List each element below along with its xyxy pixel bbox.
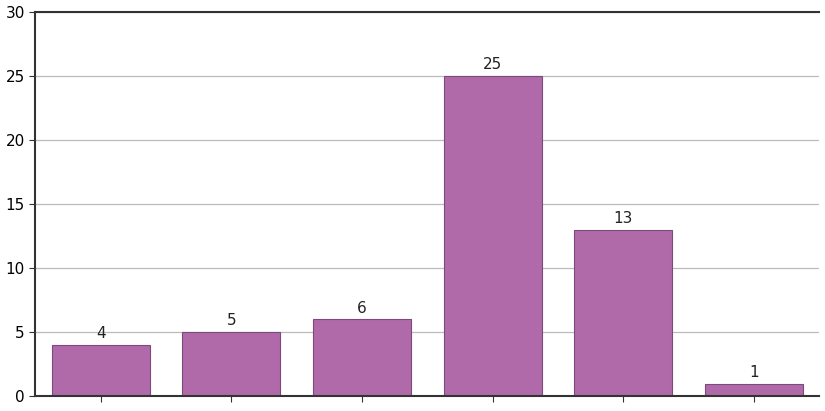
Bar [52, 345, 149, 397]
Text: 25: 25 [483, 57, 502, 72]
Bar [705, 383, 803, 397]
Bar [444, 76, 542, 397]
Text: 13: 13 [614, 211, 633, 226]
Text: 6: 6 [357, 300, 367, 316]
Bar [574, 230, 672, 397]
Text: 5: 5 [227, 314, 236, 328]
Bar [313, 319, 411, 397]
Bar [182, 332, 280, 397]
Text: 4: 4 [96, 326, 106, 341]
Text: 1: 1 [749, 365, 759, 380]
